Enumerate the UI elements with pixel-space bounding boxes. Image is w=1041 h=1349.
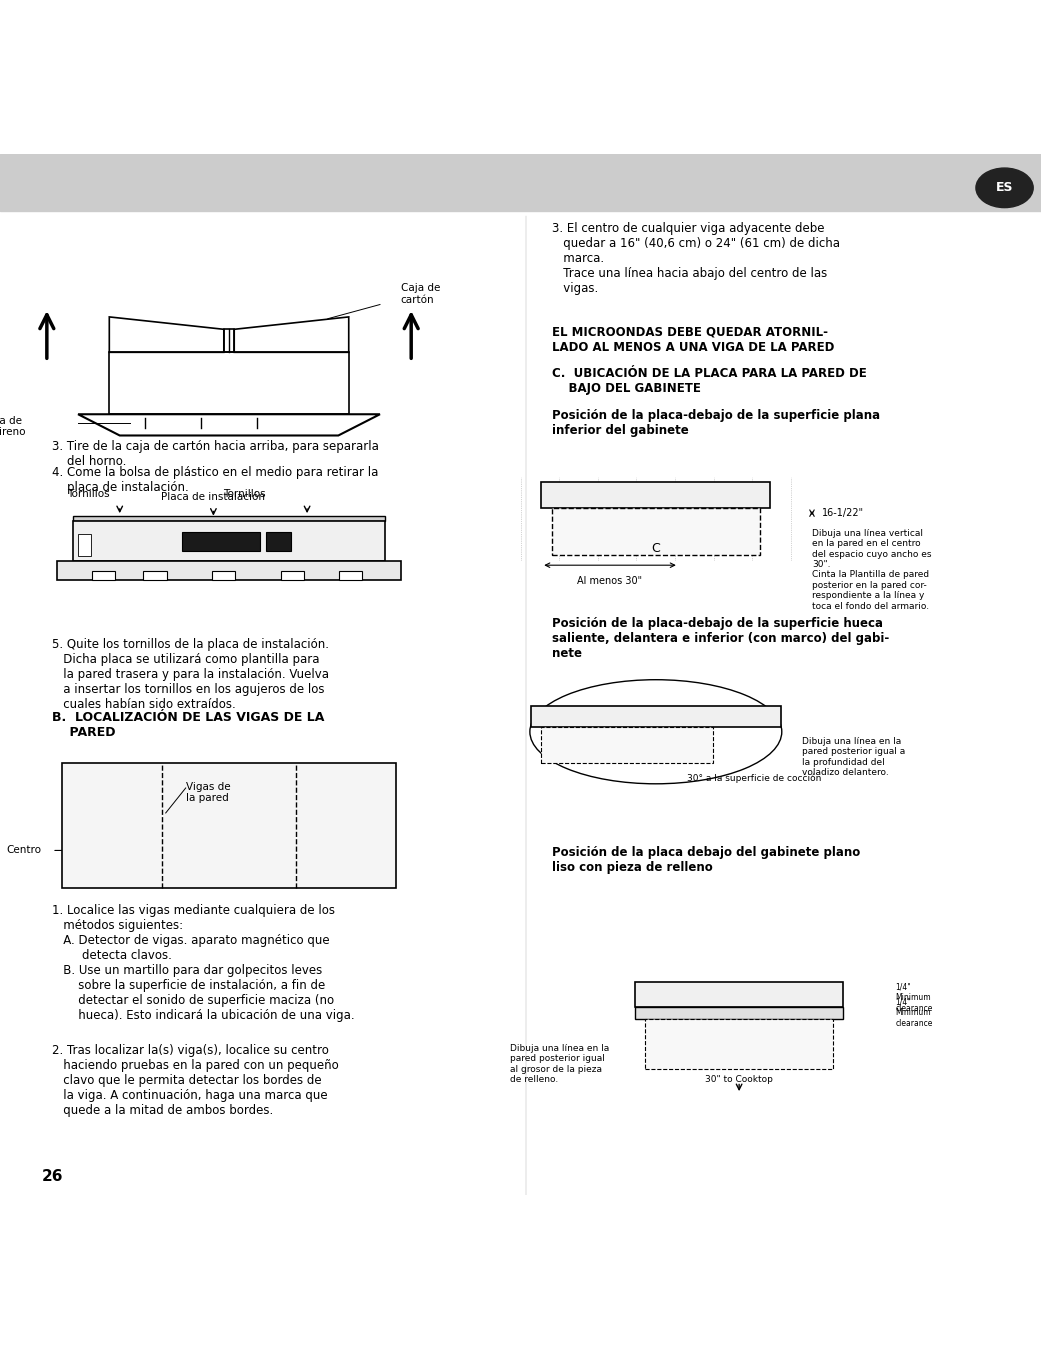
Bar [541,482,770,509]
Bar [635,1006,843,1018]
Bar [552,509,760,554]
Text: Posición de la placa-debajo de la superficie hueca
saliente, delantera e inferio: Posición de la placa-debajo de la superf… [552,618,889,660]
Text: Caja de
cartón: Caja de cartón [401,283,440,305]
Bar [57,561,401,580]
Bar [78,534,91,556]
Text: 30° a la superficie de cocción: 30° a la superficie de cocción [687,774,821,784]
Bar [266,533,291,550]
Text: 1/4"
Minimum
clearance: 1/4" Minimum clearance [895,983,933,1013]
Text: 1. Localice las vigas mediante cualquiera de los
   métodos siguientes:
   A. De: 1. Localice las vigas mediante cualquier… [52,904,355,1021]
Text: Tornillos: Tornillos [68,488,109,499]
Bar [339,571,362,580]
Text: Dibuja una línea en la
pared posterior igual
al grosor de la pieza
de relleno.: Dibuja una línea en la pared posterior i… [510,1044,609,1085]
Text: Espuma de
poliestireno: Espuma de poliestireno [0,415,25,437]
Text: 26: 26 [42,1168,64,1184]
Text: 3. El centro de cualquier viga adyacente debe
   quedar a 16" (40,6 cm) o 24" (6: 3. El centro de cualquier viga adyacente… [552,221,840,294]
Bar [0,154,1041,212]
Text: 16-1/22": 16-1/22" [822,509,864,518]
Text: Vigas de
la pared: Vigas de la pared [185,781,230,803]
Bar [73,521,385,561]
Text: ES: ES [996,181,1013,194]
Bar [109,352,349,414]
Bar [635,982,843,1006]
Bar [92,571,115,580]
Text: 4. Come la bolsa de plástico en el medio para retirar la
    placa de instalació: 4. Come la bolsa de plástico en el medio… [52,467,379,494]
Text: C.  UBICACIÓN DE LA PLACA PARA LA PARED DE
    BAJO DEL GABINETE: C. UBICACIÓN DE LA PLACA PARA LA PARED D… [552,367,866,395]
Text: Dibuja una línea vertical
en la pared en el centro
del espacio cuyo ancho es
30": Dibuja una línea vertical en la pared en… [812,529,932,611]
Bar [144,571,167,580]
Bar [280,571,304,580]
Text: Placa de instalación: Placa de instalación [161,492,265,502]
Text: 30" to Cooktop: 30" to Cooktop [705,1075,773,1085]
Text: Posición de la placa-debajo de la superficie plana
inferior del gabinete: Posición de la placa-debajo de la superf… [552,409,880,437]
Text: 1/4"
Minimum
clearance: 1/4" Minimum clearance [895,998,933,1028]
Ellipse shape [530,680,782,784]
Bar [531,706,781,727]
Bar [62,764,396,888]
Text: Dibuja una línea en la
pared posterior igual a
la profundidad del
voladizo delan: Dibuja una línea en la pared posterior i… [802,737,905,777]
Ellipse shape [975,169,1033,208]
Text: Posición de la placa debajo del gabinete plano
liso con pieza de relleno: Posición de la placa debajo del gabinete… [552,846,860,874]
Text: 3. Tire de la caja de cartón hacia arriba, para separarla
    del horno.: 3. Tire de la caja de cartón hacia arrib… [52,440,379,468]
Text: Al menos 30": Al menos 30" [578,576,642,585]
Text: B.  LOCALIZACIÓN DE LAS VIGAS DE LA
    PARED: B. LOCALIZACIÓN DE LAS VIGAS DE LA PARED [52,711,325,739]
Text: Centro: Centro [6,846,42,855]
Bar [645,1018,833,1068]
Text: Tornillos: Tornillos [224,488,265,499]
Bar [182,533,260,550]
Text: 2. Tras localizar la(s) viga(s), localice su centro
   haciendo pruebas en la pa: 2. Tras localizar la(s) viga(s), localic… [52,1044,338,1117]
Text: C: C [652,542,660,554]
Bar [541,727,713,764]
Bar [73,517,385,521]
Bar [212,571,235,580]
Text: 5. Quite los tornillos de la placa de instalación.
   Dicha placa se utilizará c: 5. Quite los tornillos de la placa de in… [52,638,329,711]
Text: EL MICROONDAS DEBE QUEDAR ATORNIL-
LADO AL MENOS A UNA VIGA DE LA PARED: EL MICROONDAS DEBE QUEDAR ATORNIL- LADO … [552,325,834,353]
